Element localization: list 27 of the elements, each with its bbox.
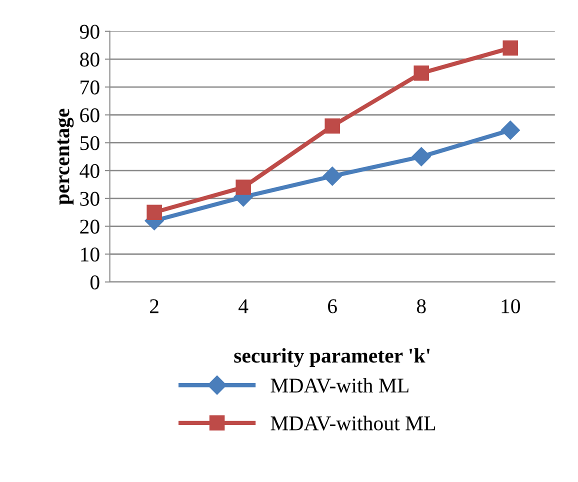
y-tick-label: 80 xyxy=(80,52,100,67)
x-axis-title: security parameter 'k' xyxy=(234,348,430,368)
x-tick-label: 4 xyxy=(238,299,248,314)
y-tick-label: 70 xyxy=(80,80,100,94)
point xyxy=(324,118,340,134)
y-tick-label: 20 xyxy=(80,220,100,234)
y-tick-label: 0 xyxy=(90,275,100,290)
y-tick-label: 50 xyxy=(80,136,100,150)
x-tick-label: 10 xyxy=(502,299,520,314)
point xyxy=(322,166,342,186)
y-axis-title: percentage xyxy=(57,108,74,205)
point xyxy=(146,204,162,220)
y-tick-label: 30 xyxy=(80,192,100,206)
y-tick-label: 60 xyxy=(80,108,100,122)
x-tick-label: 2 xyxy=(150,299,158,314)
point xyxy=(500,120,520,140)
point xyxy=(414,65,429,81)
legend-label: MDAV-with ML xyxy=(270,378,408,393)
x-tick-label: 8 xyxy=(416,299,426,314)
x-tick-label: 6 xyxy=(328,299,337,314)
point xyxy=(412,147,431,166)
point xyxy=(236,180,251,195)
y-tick-label: 90 xyxy=(80,24,100,39)
y-tick-label: 10 xyxy=(81,247,100,262)
y-tick-label: 40 xyxy=(80,164,100,178)
point xyxy=(502,40,518,56)
legend-label: MDAV-without ML xyxy=(270,416,436,431)
